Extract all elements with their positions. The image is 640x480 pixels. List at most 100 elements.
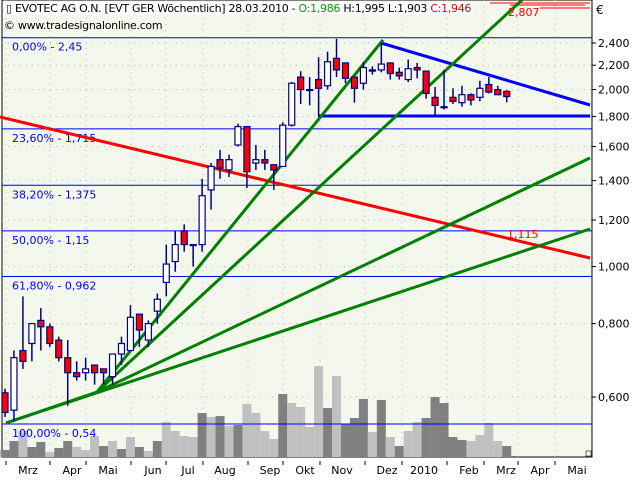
- resize-handle-icon[interactable]: [585, 450, 592, 457]
- candle-body-down: [73, 372, 81, 378]
- x-tick-label: Jul: [180, 464, 194, 477]
- volume-bar: [90, 436, 100, 457]
- y-tick-label: 0,800: [598, 318, 630, 331]
- candle: [207, 163, 215, 210]
- x-tick-label: Mrz: [18, 464, 38, 477]
- volume-bar: [332, 376, 342, 457]
- candle-body-down: [386, 62, 394, 75]
- y-tick-label: 0,600: [598, 391, 630, 404]
- volume-bar: [81, 450, 91, 457]
- x-tick-label: Mai: [98, 464, 117, 477]
- candle: [126, 305, 135, 352]
- candle: [234, 123, 242, 147]
- copyright: © www.tradesignalonline.com: [4, 19, 163, 32]
- candle-body-down: [135, 313, 143, 331]
- candle-body-down: [180, 230, 188, 246]
- candle: [189, 243, 197, 267]
- candle: [90, 364, 99, 385]
- candle: [440, 69, 448, 110]
- candle-body-up: [171, 243, 179, 263]
- candle: [64, 340, 72, 406]
- fib-level-label: 50,00% - 1,15: [12, 234, 89, 247]
- annotation-label: 1,115: [507, 228, 539, 241]
- candle-body-down: [270, 164, 278, 171]
- candle: [82, 357, 90, 381]
- x-tick-label: Mrz: [496, 464, 516, 477]
- candle: [306, 77, 314, 106]
- volume-bar: [134, 447, 144, 457]
- volume-bar: [484, 423, 494, 457]
- volume-bar: [323, 408, 333, 457]
- candle: [386, 62, 394, 80]
- candle: [1, 388, 9, 417]
- x-tick-label: 2010: [410, 464, 438, 477]
- candle: [467, 93, 475, 106]
- candle-body-down: [503, 90, 511, 98]
- candle-body-up: [126, 316, 135, 352]
- candle: [503, 90, 511, 103]
- candle: [99, 368, 108, 385]
- y-tick-label: 1,600: [598, 141, 630, 154]
- candle-body-down: [431, 96, 439, 106]
- volume-bar: [242, 404, 252, 457]
- candle-body-down: [243, 126, 251, 173]
- candle-body-up: [153, 298, 161, 312]
- volume-bar: [314, 366, 324, 457]
- candle: [350, 76, 359, 103]
- candle-body-up: [225, 159, 233, 171]
- candle-body-up: [189, 243, 197, 247]
- candle: [144, 320, 152, 347]
- open-value: O:1,986: [298, 2, 341, 15]
- candle-body-down: [297, 76, 305, 91]
- candle: [476, 80, 484, 102]
- candle: [153, 293, 161, 324]
- volume-bar: [260, 431, 270, 457]
- volume-bar: [466, 441, 476, 457]
- volume-bar: [448, 437, 458, 457]
- fan-line-2: [95, 0, 524, 394]
- volume-bar: [439, 403, 449, 457]
- volume-bar: [340, 424, 350, 457]
- candle-body-down: [413, 66, 421, 71]
- candle: [341, 62, 350, 84]
- y-tick-label: 1,000: [598, 261, 630, 274]
- candle-body-up: [476, 87, 484, 98]
- volume-bar: [394, 446, 404, 457]
- x-tick-label: Nov: [331, 464, 353, 477]
- candle-body-down: [350, 76, 359, 89]
- candle-body-down: [494, 88, 502, 96]
- candle-body-up: [377, 63, 385, 71]
- candle-body-up: [117, 342, 126, 355]
- volume-bar: [421, 418, 431, 457]
- volume-bar: [233, 425, 243, 457]
- trendline-blue-resistance: [380, 41, 591, 107]
- candle-body-down: [19, 349, 27, 362]
- volume-bar: [161, 422, 171, 457]
- volume-bar: [269, 439, 279, 457]
- candle: [431, 87, 439, 116]
- volume-bar: [188, 437, 198, 457]
- volume-bar: [475, 435, 485, 457]
- candle: [252, 144, 260, 170]
- candle: [10, 350, 18, 422]
- volume-bar: [99, 446, 109, 457]
- low-value: L:1,903: [387, 2, 428, 15]
- candle: [171, 230, 179, 272]
- volume-bar: [27, 447, 37, 457]
- y-tick-label: 1,800: [598, 110, 630, 123]
- candle: [135, 313, 143, 347]
- candle: [19, 296, 27, 369]
- candle: [458, 85, 466, 107]
- volume-bar: [54, 448, 64, 457]
- x-tick-label: Okt: [295, 464, 315, 477]
- volume-bar: [206, 417, 216, 457]
- fan-line-3: [96, 156, 591, 394]
- candle: [216, 149, 224, 179]
- candle-body-down: [485, 83, 493, 93]
- volume-bar: [502, 446, 512, 457]
- candle: [108, 353, 117, 385]
- candle: [413, 62, 421, 79]
- candle: [315, 57, 323, 117]
- currency-label: €: [596, 3, 604, 17]
